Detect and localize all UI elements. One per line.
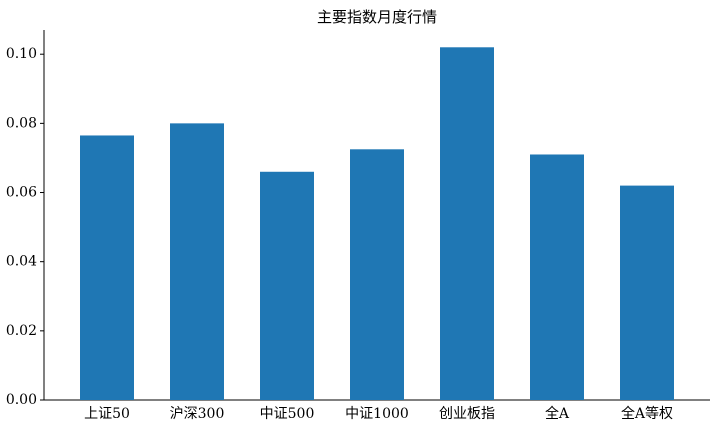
x-tick-label: 中证500 xyxy=(260,406,315,422)
bar xyxy=(80,135,134,400)
x-tick-label: 全A xyxy=(545,405,570,422)
bar xyxy=(440,47,494,400)
y-tick-label: 0.02 xyxy=(6,323,37,339)
x-tick-label: 上证50 xyxy=(84,406,130,422)
y-tick-label: 0.00 xyxy=(6,392,37,408)
y-tick-label: 0.06 xyxy=(6,185,37,201)
x-tick-label: 中证1000 xyxy=(345,406,409,422)
x-tick-label: 创业板指 xyxy=(439,406,495,422)
y-tick-label: 0.08 xyxy=(6,115,37,131)
x-tick-label: 全A等权 xyxy=(621,405,673,422)
bar xyxy=(170,123,224,400)
x-tick-label: 沪深300 xyxy=(170,406,225,422)
y-tick-label: 0.04 xyxy=(6,254,37,270)
bar xyxy=(620,185,674,400)
bar xyxy=(530,154,584,400)
bar xyxy=(350,149,404,400)
bar xyxy=(260,171,314,400)
chart-title: 主要指数月度行情 xyxy=(317,8,437,26)
y-tick-label: 0.10 xyxy=(6,46,37,62)
